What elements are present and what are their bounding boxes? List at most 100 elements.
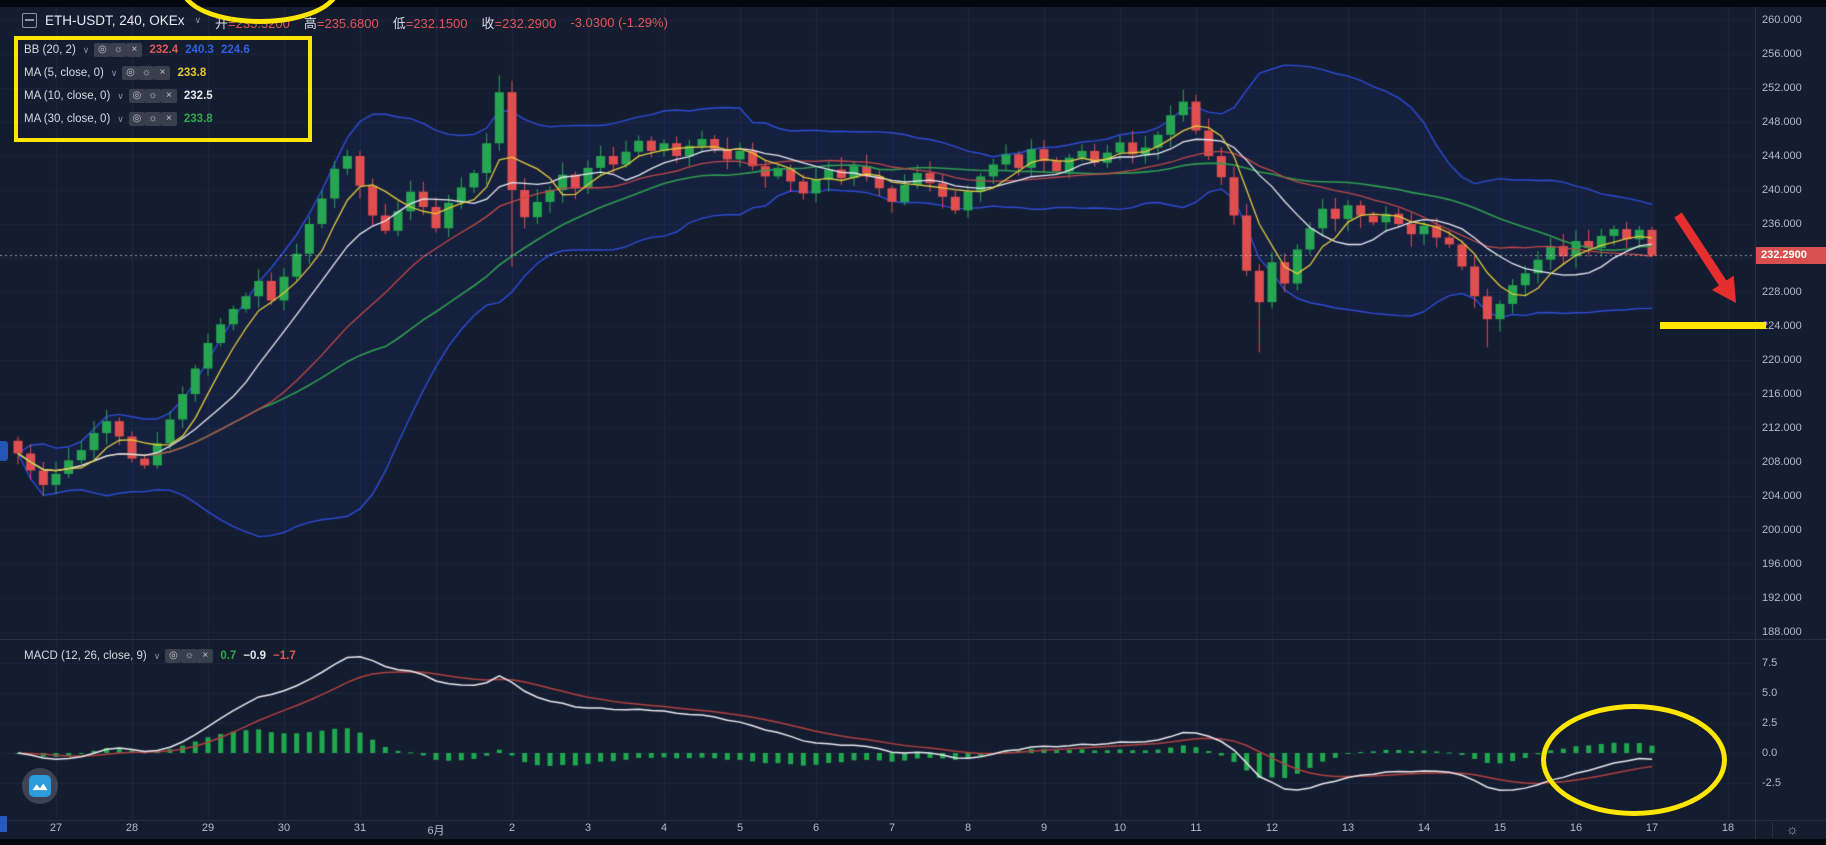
price-axis-line — [1755, 7, 1756, 839]
ma10-buttons: ◎ ☼ × — [128, 89, 177, 103]
macd-signal-value: −1.7 — [273, 650, 296, 662]
price-tick-label: 236.000 — [1762, 218, 1802, 230]
ma5-name[interactable]: MA (5, close, 0) — [24, 67, 104, 79]
price-tick-label: 220.000 — [1762, 354, 1802, 366]
chart-style-icon[interactable] — [22, 13, 37, 28]
macd-name[interactable]: MACD (12, 26, close, 9) — [24, 650, 147, 662]
eye-icon[interactable]: ◎ — [128, 112, 145, 126]
ma30-value: 233.8 — [183, 113, 213, 125]
macd-highlight-ellipse[interactable] — [1541, 704, 1727, 816]
remove-icon[interactable]: × — [154, 66, 171, 80]
chevron-down-icon[interactable]: ∨ — [110, 67, 118, 78]
remove-icon[interactable]: × — [160, 89, 177, 103]
macd-buttons: ◎ ☼ × — [165, 649, 214, 663]
price-tick-label: 260.000 — [1762, 14, 1802, 26]
low-label: 低 — [392, 16, 406, 31]
eye-icon[interactable]: ◎ — [122, 66, 139, 80]
high-label: 高 — [303, 16, 317, 31]
ma5-value: 233.8 — [177, 67, 207, 79]
ma10-name[interactable]: MA (10, close, 0) — [24, 90, 111, 102]
time-tick-label: 10 — [1113, 822, 1127, 834]
macd-tick-label: 0.0 — [1762, 747, 1778, 759]
macd-hist-value: 0.7 — [220, 650, 237, 662]
eye-icon[interactable]: ◎ — [128, 89, 145, 103]
time-tick-label: 15 — [1493, 822, 1507, 834]
bb-name[interactable]: BB (20, 2) — [24, 44, 76, 56]
pane-separator[interactable] — [0, 639, 1826, 640]
macd-line-value: −0.9 — [243, 650, 267, 662]
ma5-buttons: ◎ ☼ × — [122, 66, 171, 80]
time-tick-label: 6月 — [427, 825, 445, 837]
tradingview-logo[interactable] — [22, 768, 58, 804]
remove-icon[interactable]: × — [160, 112, 177, 126]
macd-legend-row[interactable]: MACD (12, 26, close, 9) ∨ ◎ ☼ × 0.7 −0.9 −… — [24, 646, 296, 666]
macd-tick-label: 5.0 — [1762, 687, 1778, 699]
time-tick-label: 5 — [736, 822, 744, 834]
price-tick-label: 248.000 — [1762, 116, 1802, 128]
time-axis-line — [0, 820, 1826, 821]
settings-icon[interactable]: ☼ — [138, 66, 155, 80]
top-strip — [0, 0, 1826, 7]
bb-upper-value: 240.3 — [185, 44, 214, 56]
time-tick-label: 6 — [812, 822, 820, 834]
ma10-value: 232.5 — [183, 90, 213, 102]
settings-icon[interactable]: ☼ — [144, 112, 161, 126]
down-arrow-annotation[interactable] — [1660, 205, 1755, 317]
low-value: 232.1500 — [406, 16, 468, 31]
time-tick-label: 17 — [1645, 822, 1659, 834]
time-tick-label: 16 — [1569, 822, 1583, 834]
time-tick-label: 31 — [353, 822, 367, 834]
symbol-header[interactable]: ETH-USDT, 240, OKEx ∨ — [22, 13, 201, 28]
support-level-line[interactable] — [1660, 322, 1766, 329]
time-tick-label: 8 — [964, 822, 972, 834]
settings-icon[interactable]: ☼ — [144, 89, 161, 103]
bb-lower-value: 224.6 — [220, 44, 250, 56]
chevron-down-icon[interactable]: ∨ — [153, 650, 161, 661]
high-value: 235.6800 — [317, 16, 379, 31]
close-label: 收 — [481, 16, 495, 31]
price-tick-label: 188.000 — [1762, 626, 1802, 638]
time-tick-label: 7 — [888, 822, 896, 834]
eye-icon[interactable]: ◎ — [94, 43, 111, 57]
settings-icon[interactable]: ☼ — [181, 649, 198, 663]
bb-legend-row[interactable]: BB (20, 2) ∨ ◎ ☼ × 232.4 240.3 224.6 — [24, 40, 250, 60]
time-tick-label: 28 — [125, 822, 139, 834]
change-value: -3.0300 (-1.29%) — [570, 15, 668, 30]
indicator-highlight-rectangle[interactable] — [14, 36, 312, 142]
price-tick-label: 224.000 — [1762, 320, 1802, 332]
bottom-corner-tab[interactable] — [0, 816, 7, 832]
chevron-down-icon[interactable]: ∨ — [194, 15, 202, 25]
collapse-toolbar-tab[interactable] — [0, 441, 8, 461]
bb-buttons: ◎ ☼ × — [94, 43, 143, 57]
axis-corner-divider — [1772, 822, 1773, 838]
time-tick-label: 4 — [660, 822, 668, 834]
remove-icon[interactable]: × — [126, 43, 143, 57]
ma10-legend-row[interactable]: MA (10, close, 0) ∨ ◎ ☼ × 232.5 — [24, 86, 213, 106]
ma30-name[interactable]: MA (30, close, 0) — [24, 113, 111, 125]
macd-tick-label: -2.5 — [1762, 777, 1781, 789]
time-tick-label: 11 — [1190, 822, 1202, 834]
settings-icon[interactable]: ☼ — [110, 43, 127, 57]
time-tick-label: 3 — [584, 822, 592, 834]
chevron-down-icon[interactable]: ∨ — [117, 113, 124, 124]
price-tick-label: 204.000 — [1762, 490, 1802, 502]
price-tick-label: 252.000 — [1762, 82, 1802, 94]
price-tick-label: 196.000 — [1762, 558, 1802, 570]
macd-tick-label: 2.5 — [1762, 717, 1778, 729]
remove-icon[interactable]: × — [197, 649, 214, 663]
price-tick-label: 212.000 — [1762, 422, 1802, 434]
ma30-legend-row[interactable]: MA (30, close, 0) ∨ ◎ ☼ × 233.8 — [24, 109, 213, 129]
price-tick-label: 228.000 — [1762, 286, 1802, 298]
eye-icon[interactable]: ◎ — [165, 649, 182, 663]
chevron-down-icon[interactable]: ∨ — [82, 44, 90, 55]
time-tick-label: 14 — [1417, 822, 1431, 834]
chevron-down-icon[interactable]: ∨ — [117, 90, 124, 101]
ma5-legend-row[interactable]: MA (5, close, 0) ∨ ◎ ☼ × 233.8 — [24, 63, 206, 83]
price-tick-label: 256.000 — [1762, 48, 1802, 60]
axis-settings-icon[interactable]: ☼ — [1786, 821, 1799, 837]
close-value: 232.2900 — [495, 16, 557, 31]
time-tick-label: 18 — [1721, 822, 1735, 834]
macd-tick-label: 7.5 — [1762, 657, 1778, 669]
time-tick-label: 29 — [201, 822, 215, 834]
symbol-title[interactable]: ETH-USDT, 240, OKEx — [45, 13, 185, 28]
